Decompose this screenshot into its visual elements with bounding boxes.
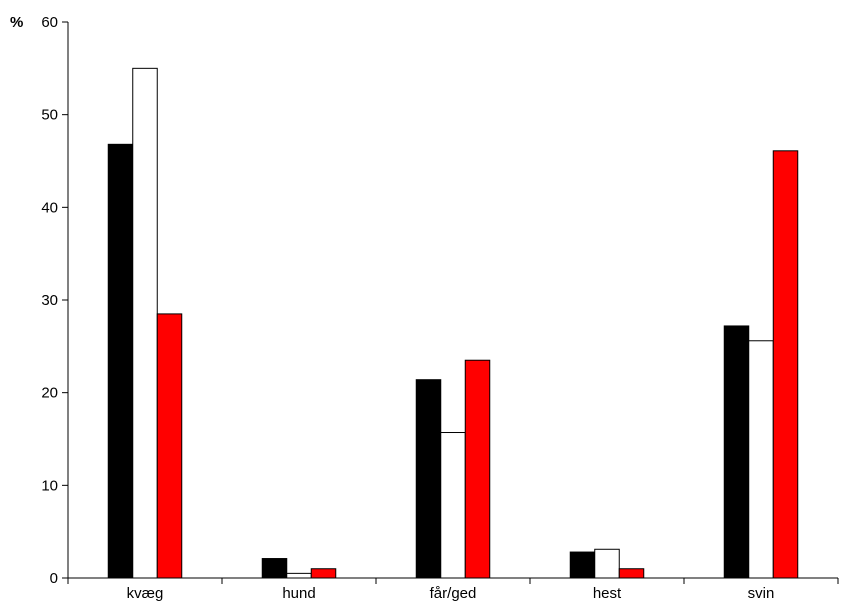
bar-hund-series-3 [310,568,337,579]
bar-svin-series-1 [723,325,750,579]
y-tick-label: 60 [41,14,58,31]
bar-hund-series-2 [286,572,312,579]
y-tick-label: 20 [41,385,58,402]
x-category-label: svin [748,585,775,602]
bars [107,67,799,579]
y-tick-label: 50 [41,107,58,124]
x-axis: kvæg hund får/ged hest svin [67,577,839,602]
bar-får/ged-series-3 [464,359,491,579]
y-axis: 0 10 20 30 40 50 60 [41,14,69,587]
bar-kvæg-series-3 [156,313,183,579]
bar-hest-series-2 [594,548,620,579]
bar-svin-series-3 [772,150,799,579]
x-category-label: hest [593,585,622,602]
bar-kvæg-series-2 [132,67,158,579]
y-tick-label: 10 [41,477,58,494]
y-tick-label: 40 [41,199,58,216]
bar-får/ged-series-2 [440,432,466,579]
bar-får/ged-series-1 [415,379,442,579]
y-tick-label: 0 [50,570,58,587]
y-axis-unit-label: % [10,14,23,31]
x-category-label: får/ged [430,585,477,602]
bar-hest-series-1 [569,551,596,579]
bar-hund-series-1 [261,558,288,579]
x-category-label: kvæg [127,585,164,602]
bar-kvæg-series-1 [107,143,134,579]
y-tick-label: 30 [41,292,58,309]
bar-svin-series-2 [748,340,774,579]
bar-hest-series-3 [618,568,645,579]
x-category-label: hund [282,585,315,602]
